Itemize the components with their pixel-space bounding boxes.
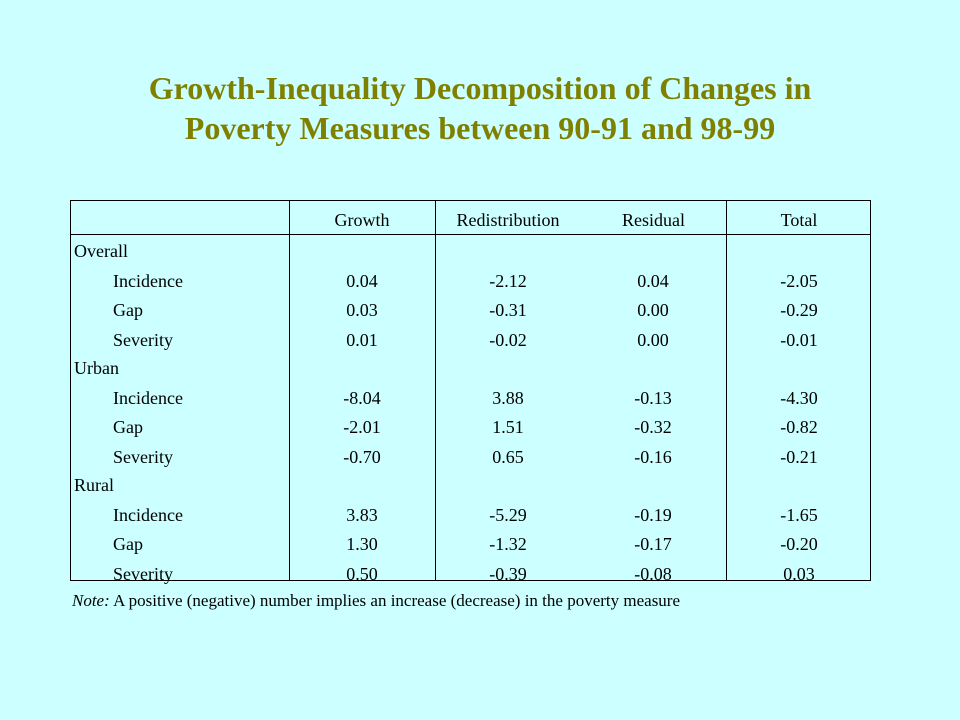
value-cell: -0.02 xyxy=(489,329,527,350)
value-cell: -0.16 xyxy=(634,446,672,467)
column-divider xyxy=(435,201,436,580)
note-text: A positive (negative) number implies an … xyxy=(109,591,681,610)
header-total: Total xyxy=(780,210,818,230)
value-cell: 0.03 xyxy=(783,563,815,584)
value-cell: -1.32 xyxy=(489,534,527,554)
decomposition-table: Growth Redistribution Residual Total Ove… xyxy=(70,200,871,584)
value-cell: -0.13 xyxy=(634,387,672,408)
slide-title: Growth-Inequality Decomposition of Chang… xyxy=(40,68,920,148)
value-cell: -0.08 xyxy=(634,563,672,584)
title-line-2: Poverty Measures between 90-91 and 98-99 xyxy=(184,110,776,146)
value-cell: 0.01 xyxy=(346,329,378,350)
value-cell: -0.19 xyxy=(634,504,672,525)
value-cell: -0.21 xyxy=(780,446,818,467)
section-label-urban: Urban xyxy=(74,358,119,378)
header-growth: Growth xyxy=(334,210,390,230)
value-cell: 0.65 xyxy=(492,446,524,467)
header-redistribution: Redistribution xyxy=(456,210,560,230)
row-label: Incidence xyxy=(113,387,183,408)
note-prefix: Note: xyxy=(72,591,110,610)
value-cell: 1.30 xyxy=(346,534,378,554)
value-cell: -2.12 xyxy=(489,270,527,291)
value-cell: -0.82 xyxy=(780,417,818,437)
row-label: Incidence xyxy=(113,270,183,291)
value-cell: -5.29 xyxy=(489,504,527,525)
column-divider xyxy=(726,201,727,580)
header-divider xyxy=(71,234,870,235)
row-label: Gap xyxy=(113,534,143,554)
value-cell: -0.01 xyxy=(780,329,818,350)
section-label-overall: Overall xyxy=(74,241,128,261)
value-cell: -0.31 xyxy=(489,300,527,320)
value-cell: -0.17 xyxy=(634,534,672,554)
value-cell: 0.00 xyxy=(637,300,669,320)
value-cell: -0.39 xyxy=(489,563,527,584)
title-line-1: Growth-Inequality Decomposition of Chang… xyxy=(148,70,812,106)
value-cell: 0.04 xyxy=(346,270,378,291)
value-cell: 0.50 xyxy=(346,563,378,584)
column-divider xyxy=(289,201,290,580)
value-cell: -2.05 xyxy=(780,270,818,291)
value-cell: -0.70 xyxy=(343,446,381,467)
row-label: Severity xyxy=(113,329,173,350)
table-note: Note: A positive (negative) number impli… xyxy=(72,591,680,611)
row-label: Gap xyxy=(113,300,143,320)
section-label-rural: Rural xyxy=(74,475,114,495)
value-cell: 0.04 xyxy=(637,270,669,291)
row-label: Gap xyxy=(113,417,143,437)
value-cell: -8.04 xyxy=(343,387,381,408)
value-cell: 0.00 xyxy=(637,329,669,350)
header-residual: Residual xyxy=(622,210,685,230)
value-cell: -0.29 xyxy=(780,300,818,320)
value-cell: 3.83 xyxy=(346,504,378,525)
value-cell: 3.88 xyxy=(492,387,524,408)
value-cell: -0.20 xyxy=(780,534,818,554)
value-cell: 0.03 xyxy=(346,300,378,320)
row-label: Incidence xyxy=(113,504,183,525)
row-label: Severity xyxy=(113,563,173,584)
value-cell: -0.32 xyxy=(634,417,672,437)
value-cell: -4.30 xyxy=(780,387,818,408)
value-cell: -1.65 xyxy=(780,504,818,525)
value-cell: 1.51 xyxy=(492,417,524,437)
row-label: Severity xyxy=(113,446,173,467)
value-cell: -2.01 xyxy=(343,417,381,437)
